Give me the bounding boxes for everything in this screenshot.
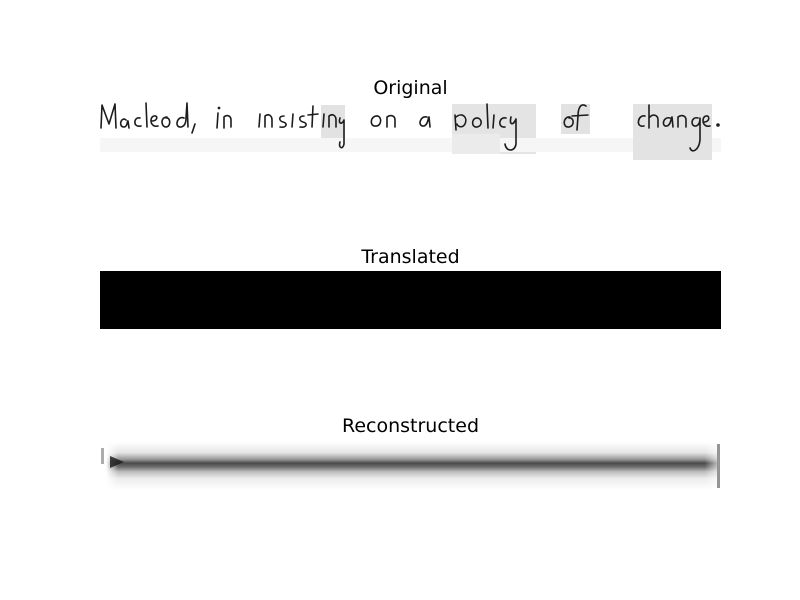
right-edge-mark xyxy=(717,444,720,488)
original-handwriting-image xyxy=(100,102,721,160)
solid-black-panel xyxy=(100,271,721,329)
word-patch xyxy=(452,134,500,154)
band-edge-fade xyxy=(106,442,717,490)
handwriting-strokes xyxy=(100,102,720,152)
left-dark-mark xyxy=(110,456,124,468)
background-band xyxy=(100,138,721,152)
panel-title-reconstructed: Reconstructed xyxy=(342,415,479,437)
panel-title-original: Original xyxy=(373,77,448,99)
translated-image xyxy=(100,271,721,329)
left-edge-mark xyxy=(101,448,104,464)
reconstructed-image xyxy=(101,442,720,490)
panel-title-translated: Translated xyxy=(361,246,460,268)
